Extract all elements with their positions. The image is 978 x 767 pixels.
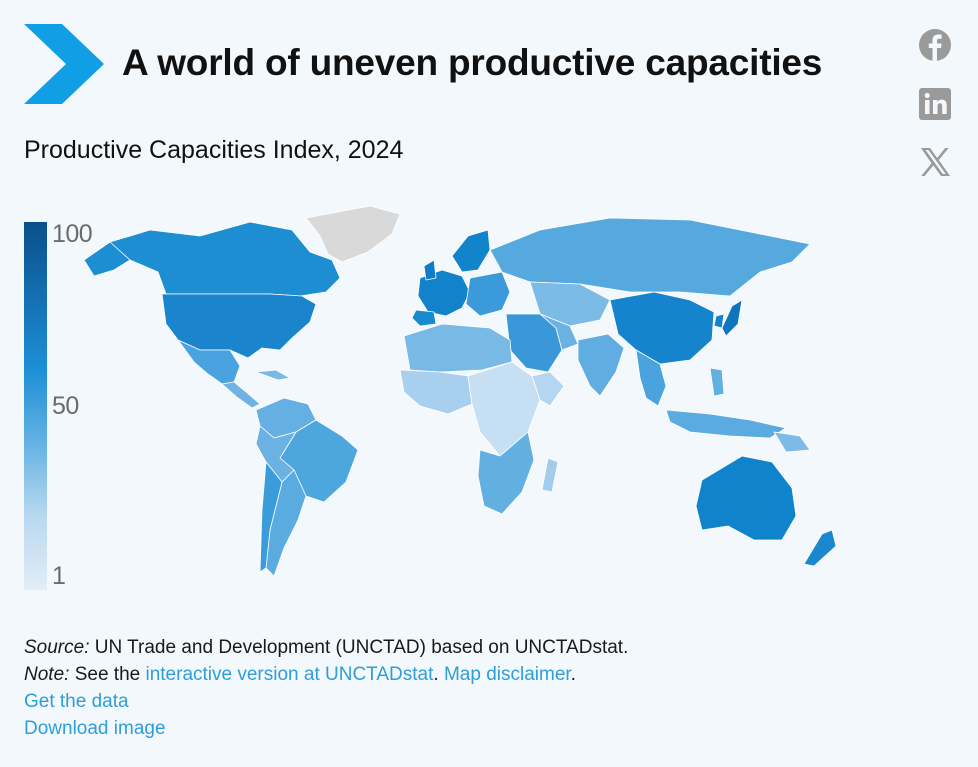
country-india[interactable] [577, 333, 625, 397]
region-caribbean[interactable] [255, 369, 291, 381]
country-new-zealand[interactable] [803, 529, 837, 567]
download-image-link[interactable]: Download image [24, 718, 166, 739]
country-uk[interactable] [423, 259, 437, 281]
chevron-logo-icon [24, 24, 104, 104]
interactive-version-link[interactable]: interactive version at UNCTADstat [145, 664, 434, 685]
unctad-chevron-logo [24, 24, 104, 104]
x-share-button[interactable] [918, 145, 952, 179]
region-western-europe[interactable] [417, 269, 471, 317]
country-papua-new-guinea[interactable] [773, 431, 811, 453]
note-pre: See the [69, 664, 146, 685]
country-chile[interactable] [259, 461, 283, 573]
country-iberia[interactable] [411, 309, 437, 327]
note-end: . [570, 664, 576, 685]
country-japan[interactable] [721, 299, 743, 337]
country-madagascar[interactable] [541, 457, 559, 493]
get-the-data-link[interactable]: Get the data [24, 691, 129, 712]
region-eastern-europe[interactable] [465, 271, 511, 317]
region-west-africa[interactable] [399, 369, 473, 415]
linkedin-share-button[interactable] [918, 87, 952, 121]
linkedin-icon [919, 88, 951, 120]
legend-max-label: 100 [52, 220, 93, 248]
country-greenland[interactable] [305, 205, 401, 263]
region-horn-of-africa[interactable] [531, 371, 565, 407]
facebook-icon [919, 29, 951, 61]
region-southern-africa[interactable] [477, 431, 535, 515]
region-central-america[interactable] [221, 381, 261, 409]
page-title: A world of uneven productive capacities [122, 42, 823, 83]
country-alaska[interactable] [83, 241, 131, 277]
region-southeast-asia[interactable] [635, 349, 667, 407]
color-scale-legend [24, 222, 47, 590]
region-scandinavia[interactable] [451, 229, 491, 273]
x-icon [921, 148, 950, 176]
country-korea[interactable] [713, 313, 725, 329]
map-disclaimer-link[interactable]: Map disclaimer [443, 664, 571, 685]
facebook-share-button[interactable] [918, 28, 952, 62]
region-indonesia[interactable] [665, 409, 787, 439]
country-canada[interactable] [99, 221, 341, 297]
country-iran[interactable] [539, 313, 579, 351]
note-mid: . [433, 664, 444, 685]
legend-min-label: 1 [52, 562, 66, 590]
source-text: UN Trade and Development (UNCTAD) based … [89, 637, 629, 658]
region-north-africa[interactable] [403, 323, 513, 373]
note-label: Note: [24, 664, 70, 685]
source-label: Source: [24, 637, 90, 658]
country-china[interactable] [609, 291, 715, 365]
country-australia[interactable] [695, 455, 797, 541]
footer-notes: Source: UN Trade and Development (UNCTAD… [24, 634, 628, 742]
chart-subtitle: Productive Capacities Index, 2024 [24, 136, 404, 164]
note-line: Note: See the interactive version at UNC… [24, 661, 628, 688]
legend-mid-label: 50 [52, 392, 79, 420]
country-philippines[interactable] [709, 367, 725, 397]
world-choropleth-map [83, 205, 837, 577]
source-line: Source: UN Trade and Development (UNCTAD… [24, 634, 628, 661]
